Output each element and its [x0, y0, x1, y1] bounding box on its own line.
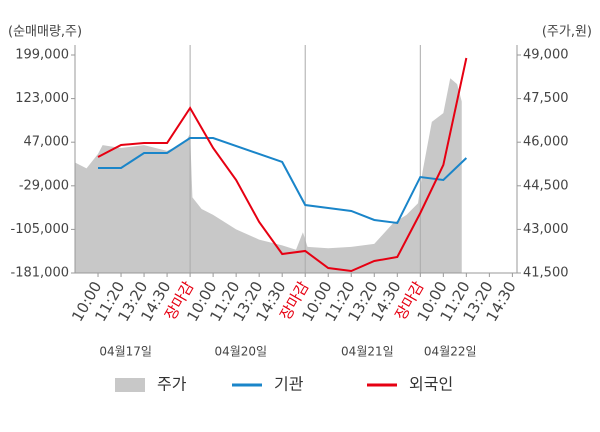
y-tick-label: -181,000 [11, 266, 69, 281]
grid-layer [189, 45, 421, 273]
legend-label: 기관 [274, 375, 304, 394]
y2-tick-label: 49,000 [523, 48, 569, 63]
line-layer [97, 57, 468, 273]
y2-tick-label: 41,500 [523, 266, 569, 281]
area-layer [75, 78, 462, 274]
series-line [98, 137, 468, 225]
price-area [75, 78, 462, 274]
y-tick-label: 123,000 [15, 91, 69, 106]
y-tick-label: 47,000 [24, 135, 70, 150]
legend-label: 외국인 [409, 375, 453, 394]
series-line [97, 57, 468, 273]
y2-tick-label: 47,500 [523, 91, 569, 106]
y2-tick-label: 44,500 [523, 178, 569, 193]
legend-label: 주가 [157, 375, 187, 394]
y2-axis-title: (주가,원) [542, 25, 592, 40]
y-tick-label: 199,000 [15, 48, 69, 63]
date-label: 04월22일 [424, 345, 477, 359]
y-tick-label: -105,000 [11, 222, 69, 237]
y-tick-label: -29,000 [19, 178, 69, 193]
legend-swatch [115, 378, 145, 392]
y2-tick-label: 46,000 [523, 135, 569, 150]
date-label: 04월17일 [99, 345, 152, 359]
y2-tick-label: 43,000 [523, 222, 569, 237]
date-label: 04월21일 [341, 345, 394, 359]
y-axis-title: (순매매량,주) [8, 25, 82, 40]
date-label: 04월20일 [214, 345, 267, 359]
